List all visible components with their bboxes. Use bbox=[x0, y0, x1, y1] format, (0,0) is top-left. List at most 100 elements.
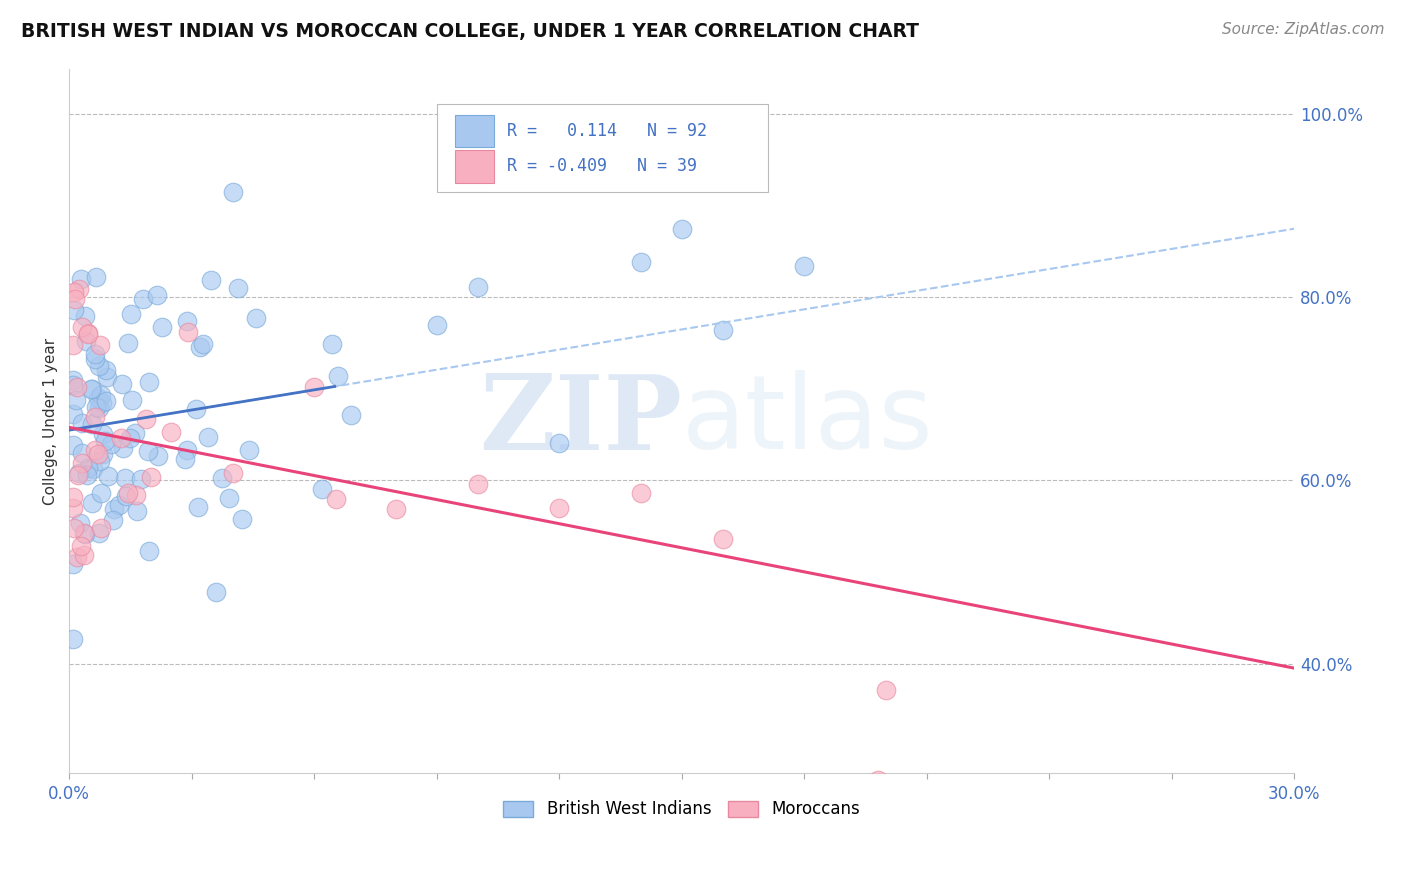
Point bbox=[76, 326, 98, 340]
Point bbox=[90, 486, 112, 500]
Point bbox=[70, 272, 93, 286]
Text: atlas: atlas bbox=[682, 370, 934, 472]
Point bbox=[103, 501, 125, 516]
Point bbox=[426, 318, 449, 332]
Point bbox=[65, 292, 87, 306]
Point bbox=[89, 454, 111, 468]
Point bbox=[84, 351, 107, 366]
Point bbox=[385, 501, 408, 516]
Point bbox=[245, 311, 267, 326]
Point bbox=[96, 369, 118, 384]
Point bbox=[190, 340, 212, 354]
Point bbox=[221, 466, 243, 480]
Point bbox=[67, 468, 90, 483]
Point bbox=[87, 526, 110, 541]
Point bbox=[70, 457, 93, 471]
FancyBboxPatch shape bbox=[437, 103, 768, 192]
Point bbox=[146, 288, 169, 302]
Point bbox=[63, 521, 86, 535]
Point bbox=[69, 516, 91, 530]
Point bbox=[82, 462, 104, 476]
Point bbox=[111, 376, 134, 391]
Text: R = -0.409   N = 39: R = -0.409 N = 39 bbox=[506, 157, 696, 175]
Text: Source: ZipAtlas.com: Source: ZipAtlas.com bbox=[1222, 22, 1385, 37]
Point bbox=[62, 373, 84, 387]
Point bbox=[866, 772, 889, 787]
Point bbox=[205, 585, 228, 599]
Point bbox=[90, 388, 112, 402]
Point bbox=[191, 337, 214, 351]
Point bbox=[875, 682, 897, 697]
Point bbox=[67, 466, 90, 480]
Point bbox=[138, 375, 160, 389]
Point bbox=[73, 548, 96, 562]
Point bbox=[91, 447, 114, 461]
Point bbox=[129, 472, 152, 486]
Y-axis label: College, Under 1 year: College, Under 1 year bbox=[44, 337, 58, 505]
Point bbox=[118, 431, 141, 445]
Point bbox=[325, 491, 347, 506]
Point bbox=[63, 285, 86, 300]
Point bbox=[66, 549, 89, 564]
Point bbox=[62, 632, 84, 646]
Point bbox=[73, 309, 96, 323]
Point bbox=[62, 501, 84, 516]
Point bbox=[103, 513, 125, 527]
Point bbox=[630, 255, 652, 269]
Point bbox=[87, 447, 110, 461]
Point bbox=[121, 392, 143, 407]
Point bbox=[132, 292, 155, 306]
Point bbox=[80, 382, 103, 396]
Point bbox=[67, 282, 90, 296]
Point bbox=[211, 471, 233, 485]
Point bbox=[65, 392, 87, 407]
Point bbox=[117, 336, 139, 351]
Point bbox=[83, 410, 105, 425]
Point bbox=[76, 461, 98, 475]
Point bbox=[90, 520, 112, 534]
Point bbox=[339, 408, 361, 422]
Point bbox=[66, 380, 89, 394]
Point bbox=[100, 437, 122, 451]
Point bbox=[73, 527, 96, 541]
Point bbox=[86, 391, 108, 405]
Point bbox=[63, 303, 86, 318]
Point bbox=[110, 431, 132, 445]
Point bbox=[238, 442, 260, 457]
Point bbox=[226, 281, 249, 295]
Point bbox=[176, 443, 198, 458]
Point bbox=[467, 280, 489, 294]
Point bbox=[184, 402, 207, 417]
Point bbox=[79, 382, 101, 396]
Point bbox=[72, 320, 94, 334]
Point bbox=[73, 526, 96, 541]
Point bbox=[548, 436, 571, 450]
Point bbox=[548, 501, 571, 516]
Point bbox=[117, 485, 139, 500]
Point bbox=[114, 471, 136, 485]
Point bbox=[89, 401, 111, 416]
Point bbox=[84, 347, 107, 361]
Point bbox=[124, 426, 146, 441]
Point bbox=[114, 489, 136, 503]
Point bbox=[62, 557, 84, 571]
Point bbox=[84, 270, 107, 285]
Point bbox=[311, 483, 333, 497]
Point bbox=[125, 488, 148, 502]
Point bbox=[87, 359, 110, 374]
Point bbox=[86, 400, 108, 414]
Point bbox=[80, 496, 103, 510]
FancyBboxPatch shape bbox=[456, 115, 495, 147]
Point bbox=[630, 486, 652, 500]
Point bbox=[187, 500, 209, 515]
FancyBboxPatch shape bbox=[456, 150, 495, 183]
Point bbox=[72, 446, 94, 460]
Point bbox=[62, 338, 84, 352]
Point bbox=[112, 442, 135, 456]
Point bbox=[62, 490, 84, 504]
Point bbox=[89, 338, 111, 352]
Point bbox=[304, 380, 326, 394]
Point bbox=[177, 325, 200, 339]
Point bbox=[467, 477, 489, 491]
Point bbox=[127, 503, 149, 517]
